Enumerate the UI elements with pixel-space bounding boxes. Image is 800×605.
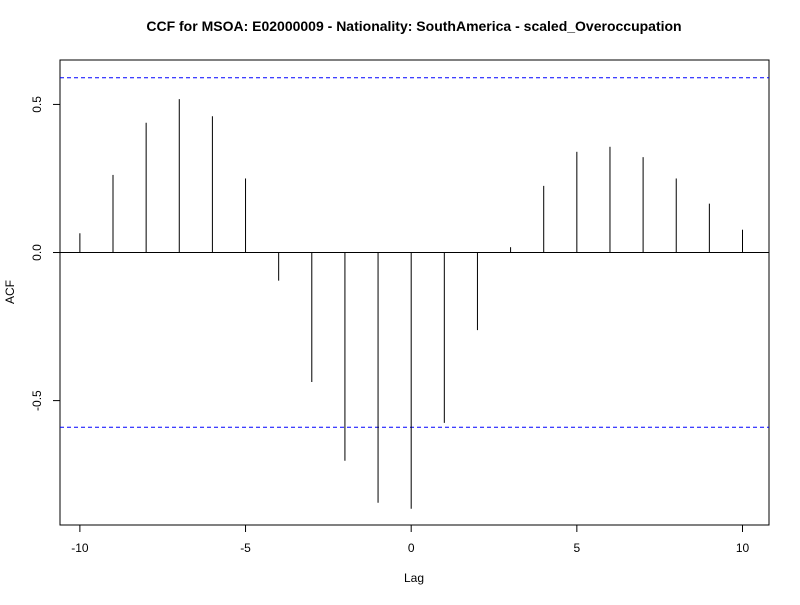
chart-title: CCF for MSOA: E02000009 - Nationality: S… [146, 18, 681, 34]
x-tick-label: 5 [573, 541, 580, 555]
y-tick-label: 0.0 [30, 244, 44, 261]
y-tick-label: -0.5 [30, 390, 44, 411]
y-tick-label: 0.5 [30, 96, 44, 113]
x-axis-label: Lag [404, 571, 424, 585]
x-tick-label: -10 [71, 541, 89, 555]
y-axis-label: ACF [3, 280, 17, 304]
ccf-bars [79, 99, 743, 509]
y-axis: -0.5 0.0 0.5 [30, 96, 61, 411]
x-axis: -10 -5 0 5 10 [71, 524, 750, 555]
x-tick-label: 10 [736, 541, 750, 555]
x-tick-label: 0 [408, 541, 415, 555]
confidence-bands [60, 77, 769, 428]
x-tick-label: -5 [240, 541, 251, 555]
